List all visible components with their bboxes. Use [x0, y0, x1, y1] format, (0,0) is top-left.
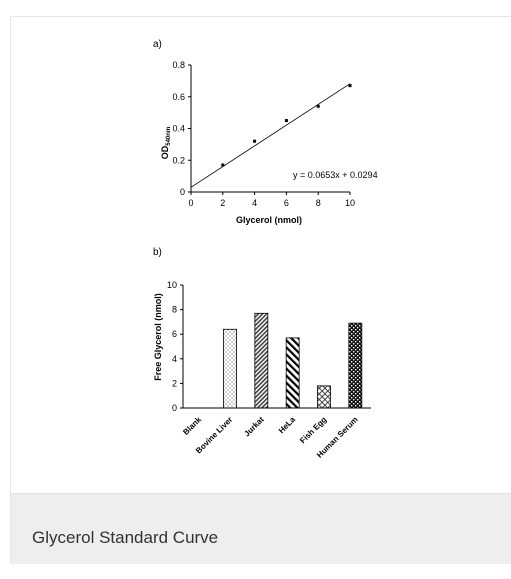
x-tick-label: 10: [345, 198, 355, 208]
bar-jurkat: [254, 312, 269, 409]
panel-b-label: b): [153, 247, 162, 258]
figure-area: a) 0 0.2 0.4 0.6 0.8 0 2 4 6 8 10 y = 0.0653x + 0.…: [11, 17, 511, 493]
x-tick-label: 8: [316, 198, 321, 208]
standard-curve-y-label: OD540nm: [160, 127, 172, 160]
data-point: [253, 139, 257, 143]
bar-hela: [285, 337, 300, 409]
bar-human-serum: [348, 322, 363, 409]
standard-curve-x-label: Glycerol (nmol): [236, 215, 302, 225]
figure-svg: a) 0 0.2 0.4 0.6 0.8 0 2 4 6 8 10 y = 0.0653x + 0.…: [153, 39, 378, 460]
bar-bovine-liver: [223, 328, 237, 409]
data-point: [284, 119, 288, 123]
panel-a-label: a): [153, 39, 162, 50]
y-tick-label: 4: [172, 354, 177, 364]
caption-bar: Glycerol Standard Curve: [11, 493, 511, 564]
x-tick-label: 0: [188, 198, 193, 208]
standard-curve-trendline-group: [190, 83, 351, 188]
standard-curve-chart: a) 0 0.2 0.4 0.6 0.8 0 2 4 6 8 10 y = 0.0653x + 0.…: [153, 39, 378, 225]
y-tick-label: 2: [172, 378, 177, 388]
y-tick-label: 10: [167, 280, 177, 290]
x-tick-label: 2: [220, 198, 225, 208]
y-tick-label: 0.4: [172, 124, 185, 134]
data-point: [221, 163, 225, 167]
free-glycerol-bars: [223, 312, 363, 409]
standard-curve-ticks: 0 0.2 0.4 0.6 0.8 0 2 4 6 8 10: [172, 60, 355, 208]
standard-curve-points: [221, 84, 352, 167]
data-point: [348, 84, 352, 88]
free-glycerol-axes: [182, 285, 371, 409]
trendline-equation: y = 0.0653x + 0.0294: [293, 170, 378, 180]
y-tick-label: 0.6: [172, 92, 185, 102]
y-label-subscript: 540nm: [166, 127, 172, 146]
free-glycerol-ticks: 0 2 4 6 8 10: [167, 280, 183, 413]
y-tick-label: 6: [172, 329, 177, 339]
category-label: Jurkat: [242, 415, 266, 439]
x-tick-label: 4: [252, 198, 257, 208]
figure-card: a) 0 0.2 0.4 0.6 0.8 0 2 4 6 8 10 y = 0.0653x + 0.…: [10, 16, 511, 564]
data-point: [316, 104, 320, 108]
figure-caption: Glycerol Standard Curve: [32, 528, 219, 547]
y-tick-label: 8: [172, 305, 177, 315]
y-label-main: OD: [160, 145, 170, 159]
y-tick-label: 0.2: [172, 155, 185, 165]
free-glycerol-y-label: Free Glycerol (nmol): [153, 293, 163, 381]
category-label: Blank: [181, 415, 203, 437]
bar-fish-egg: [317, 385, 331, 409]
category-label: Fish Egg: [298, 415, 328, 445]
x-tick-label: 6: [284, 198, 289, 208]
category-label: HeLa: [277, 415, 298, 436]
y-tick-label: 0: [180, 187, 185, 197]
y-tick-label: 0: [172, 403, 177, 413]
y-tick-label: 0.8: [172, 60, 185, 70]
trendline: [190, 83, 351, 188]
